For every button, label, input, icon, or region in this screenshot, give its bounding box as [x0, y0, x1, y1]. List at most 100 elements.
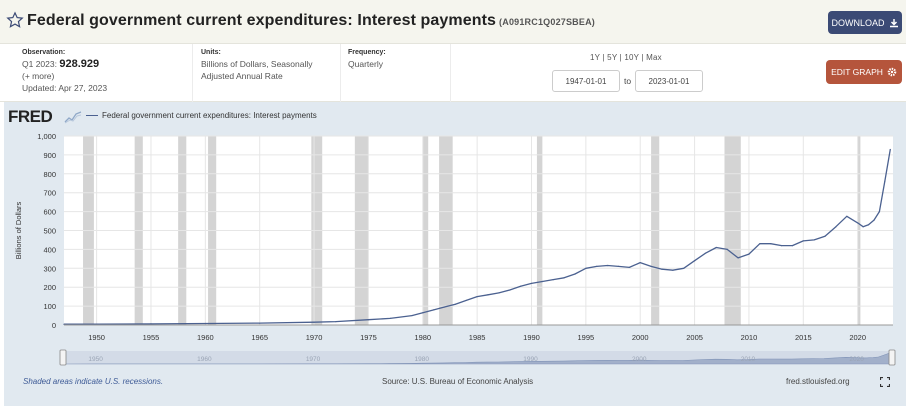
- legend-label: Federal government current expenditures:…: [102, 111, 317, 120]
- data-point: [596, 265, 598, 268]
- data-point: [313, 321, 315, 323]
- data-point: [661, 268, 663, 270]
- y-tick-label: 600: [43, 208, 56, 217]
- x-tick-label: 1970: [306, 333, 323, 342]
- data-point: [628, 266, 630, 268]
- data-point: [862, 226, 864, 228]
- data-point: [715, 246, 717, 249]
- data-point: [563, 277, 565, 279]
- frequency-label: Frequency:: [348, 49, 386, 56]
- x-tick-label: 1950: [88, 333, 105, 342]
- data-point: [650, 265, 652, 268]
- y-tick-label: 700: [43, 189, 56, 198]
- data-point: [335, 320, 337, 323]
- y-tick-label: 200: [43, 283, 56, 292]
- series-title: Federal government current expenditures:…: [27, 12, 497, 29]
- data-point: [884, 180, 886, 182]
- series-id: (A091RC1Q027SBEA): [499, 17, 595, 27]
- more-link[interactable]: (+ more): [22, 71, 55, 81]
- y-tick-label: 400: [43, 245, 56, 254]
- gear-icon: [887, 67, 897, 77]
- data-point: [770, 243, 772, 245]
- x-tick-label: 1990: [523, 333, 540, 342]
- y-tick-label: 300: [43, 264, 56, 273]
- x-tick-label: 1965: [251, 333, 268, 342]
- data-point: [726, 248, 728, 250]
- start-date-input[interactable]: 1947-01-01: [552, 70, 620, 92]
- data-point: [411, 314, 413, 317]
- data-point: [367, 319, 370, 321]
- data-point: [607, 264, 609, 267]
- data-point: [683, 267, 685, 269]
- data-point: [835, 226, 837, 228]
- data-point: [889, 148, 891, 151]
- divider: [340, 44, 341, 102]
- y-tick-label: 900: [43, 151, 56, 160]
- data-point: [422, 312, 424, 314]
- y-tick-label: 100: [43, 302, 56, 311]
- x-tick-label: 2015: [795, 333, 812, 342]
- navigator-tick-label: 1990: [523, 356, 538, 363]
- navigator-tick-label: 2000: [632, 356, 647, 363]
- navigator-handle-right[interactable]: [888, 349, 896, 366]
- updated-text: Updated: Apr 27, 2023: [22, 83, 108, 93]
- data-point: [530, 282, 533, 285]
- data-point: [487, 294, 489, 296]
- x-tick-label: 1960: [197, 333, 214, 342]
- data-point: [204, 322, 206, 325]
- data-point: [780, 245, 783, 247]
- x-tick-label: 2020: [849, 333, 866, 342]
- data-point: [846, 215, 848, 217]
- data-point: [509, 289, 511, 291]
- site-link[interactable]: fred.stlouisfed.org: [786, 377, 850, 386]
- data-point: [824, 235, 826, 237]
- observation-period: Q1 2023:: [22, 59, 57, 69]
- x-tick-label: 1955: [143, 333, 160, 342]
- y-axis-label: Billions of Dollars: [14, 201, 23, 259]
- data-point: [443, 306, 446, 308]
- data-point: [541, 280, 543, 283]
- data-point: [759, 243, 761, 245]
- data-point: [878, 211, 881, 213]
- divider: [450, 44, 451, 102]
- data-point: [433, 309, 435, 311]
- fullscreen-icon[interactable]: [880, 377, 890, 387]
- x-tick-label: 2005: [686, 333, 703, 342]
- data-point: [389, 317, 391, 319]
- data-point: [520, 285, 522, 287]
- navigator-handle-left[interactable]: [59, 349, 67, 366]
- data-point: [552, 279, 554, 281]
- download-button[interactable]: DOWNLOAD: [828, 11, 902, 34]
- source-text: Source: U.S. Bureau of Economic Analysis: [382, 377, 534, 386]
- range-selector[interactable]: 1Y | 5Y | 10Y | Max: [590, 53, 662, 62]
- data-point: [813, 239, 815, 241]
- divider: [192, 44, 193, 102]
- y-tick-label: 1,000: [37, 132, 56, 141]
- recession-note: Shaded areas indicate U.S. recessions.: [23, 377, 164, 386]
- title-bar: Federal government current expenditures:…: [0, 0, 906, 44]
- data-point: [96, 323, 98, 325]
- data-point: [791, 245, 794, 247]
- y-tick-label: 0: [52, 321, 56, 330]
- y-tick-label: 800: [43, 170, 56, 179]
- navigator-tick-label: 1970: [306, 356, 321, 363]
- data-point: [498, 292, 500, 294]
- data-point: [802, 240, 804, 242]
- observation-block: Observation: Q1 2023: 928.929 (+ more) U…: [22, 48, 192, 94]
- x-tick-label: 1980: [414, 333, 431, 342]
- edit-graph-button[interactable]: EDIT GRAPH: [826, 60, 902, 84]
- data-point: [454, 303, 456, 305]
- frequency-block: Frequency: Quarterly: [348, 48, 438, 70]
- data-point: [617, 265, 620, 268]
- data-point: [585, 267, 587, 269]
- frequency-value: Quarterly: [348, 59, 383, 69]
- data-point: [867, 224, 870, 226]
- observation-value: 928.929: [59, 58, 100, 70]
- data-point: [857, 222, 859, 224]
- end-date-input[interactable]: 2023-01-01: [635, 70, 703, 92]
- star-icon[interactable]: [6, 11, 24, 29]
- navigator-tick-label: 1960: [197, 356, 212, 363]
- x-tick-label: 1975: [360, 333, 377, 342]
- data-point: [704, 252, 707, 254]
- data-point: [672, 269, 674, 271]
